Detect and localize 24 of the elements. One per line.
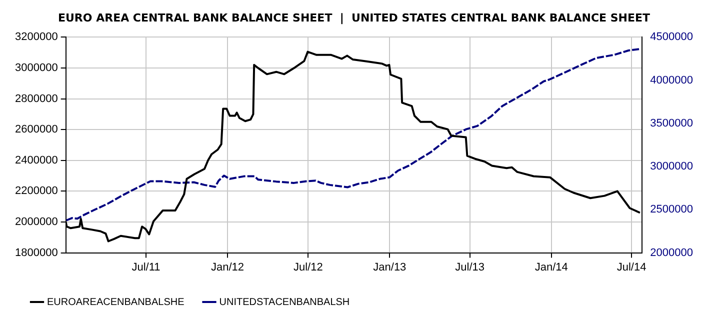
y-tick-label: 3000000 xyxy=(14,62,58,74)
y-tick-label: 2400000 xyxy=(14,154,58,166)
y-tick-label: 1800000 xyxy=(14,246,58,259)
x-tick-label: Jul/14 xyxy=(616,261,646,274)
legend-label: EUROAREACENBANBALSHE xyxy=(47,296,185,308)
legend-label: UNITEDSTACENBANBALSH xyxy=(219,296,350,308)
y-tick-label: 2000000 xyxy=(14,216,58,228)
y-tick-label: 3200000 xyxy=(14,31,58,44)
y2-tick-label: 4500000 xyxy=(650,31,694,44)
y2-tick-label: 2000000 xyxy=(650,246,694,259)
x-tick-label: Jan/14 xyxy=(534,261,568,274)
y-tick-label: 2600000 xyxy=(14,124,58,136)
y2-tick-label: 4000000 xyxy=(650,74,694,86)
y-tick-label: 2800000 xyxy=(14,92,58,105)
y2-tick-label: 3000000 xyxy=(650,160,694,173)
y-tick-label: 2200000 xyxy=(14,185,58,198)
y2-tick-label: 2500000 xyxy=(650,204,694,216)
x-tick-label: Jul/13 xyxy=(455,261,485,274)
y2-tick-label: 3500000 xyxy=(650,117,694,130)
x-tick-label: Jan/12 xyxy=(211,261,244,274)
chart-title: EURO AREA CENTRAL BANK BALANCE SHEET | UNITED STATES CENTRAL BANK BALANCE SHEET xyxy=(58,11,651,24)
x-tick-label: Jul/12 xyxy=(293,261,323,274)
x-tick-label: Jan/13 xyxy=(373,261,406,274)
x-tick-label: Jul/11 xyxy=(132,261,160,274)
